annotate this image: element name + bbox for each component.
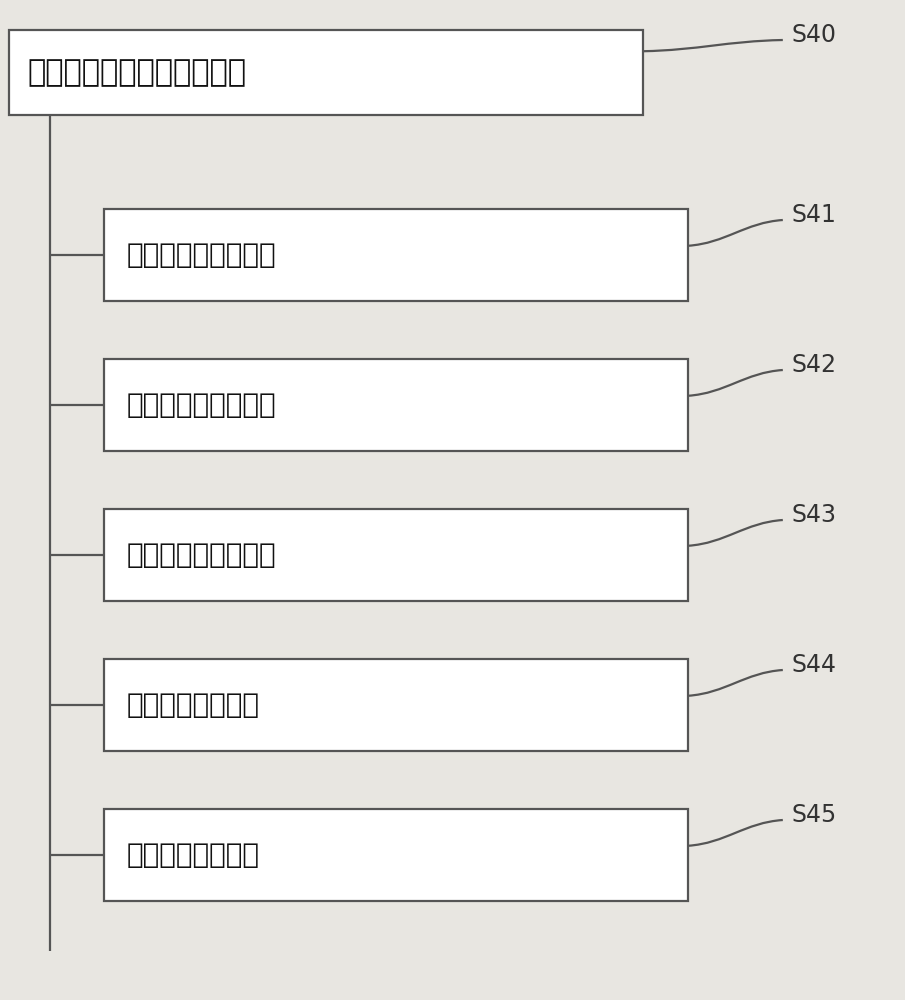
- Text: S40: S40: [792, 23, 837, 47]
- Text: 脱硫控制实施步骤: 脱硫控制实施步骤: [127, 841, 260, 869]
- Text: 硫磺脱硫量计算步骤: 硫磺脱硫量计算步骤: [127, 391, 276, 419]
- Text: 脱硫温度计算步骤: 脱硫温度计算步骤: [127, 691, 260, 719]
- FancyBboxPatch shape: [104, 809, 688, 901]
- FancyBboxPatch shape: [104, 209, 688, 301]
- FancyBboxPatch shape: [104, 509, 688, 601]
- Text: S45: S45: [792, 803, 837, 827]
- Text: S41: S41: [792, 203, 837, 227]
- Text: S42: S42: [792, 353, 837, 377]
- Text: 硫磺吸收量计算步骤: 硫磺吸收量计算步骤: [127, 241, 276, 269]
- FancyBboxPatch shape: [9, 30, 643, 115]
- Text: 内燃机的排气气体净化方法: 内燃机的排气气体净化方法: [27, 58, 246, 87]
- Text: S43: S43: [792, 503, 837, 527]
- FancyBboxPatch shape: [104, 659, 688, 751]
- FancyBboxPatch shape: [104, 359, 688, 451]
- Text: S44: S44: [792, 653, 837, 677]
- Text: 硫磺蓄积量计算步骤: 硫磺蓄积量计算步骤: [127, 541, 276, 569]
